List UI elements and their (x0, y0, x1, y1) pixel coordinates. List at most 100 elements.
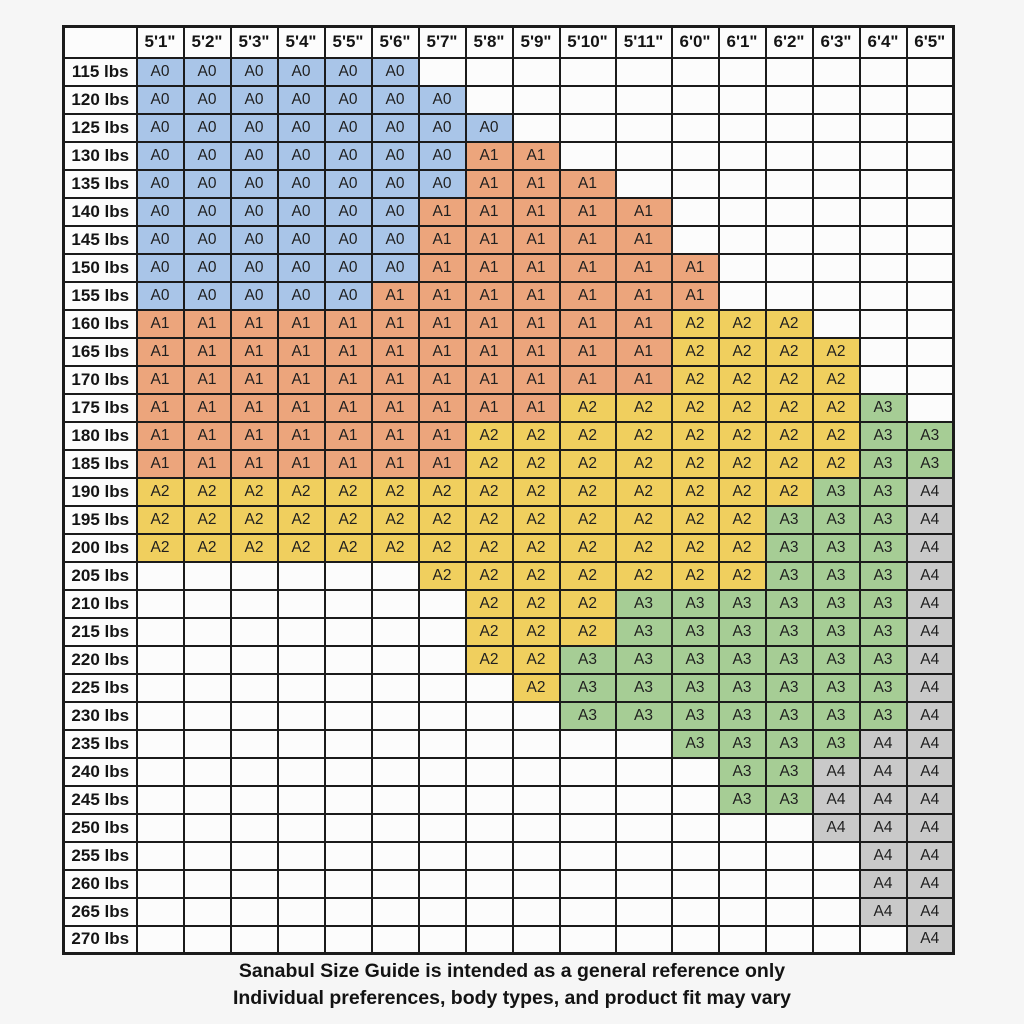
size-cell: A1 (417, 336, 467, 367)
empty-cell (905, 280, 955, 311)
empty-cell (717, 924, 767, 955)
size-cell: A3 (614, 700, 673, 731)
empty-cell (511, 56, 561, 87)
size-cell: A3 (764, 532, 814, 563)
size-cell: A2 (182, 504, 232, 535)
size-cell: A2 (417, 560, 467, 591)
empty-cell (905, 308, 955, 339)
size-cell: A1 (276, 420, 326, 451)
size-cell: A3 (811, 560, 861, 591)
height-header: 5'7" (417, 25, 467, 59)
size-cell: A3 (670, 616, 720, 647)
size-cell: A1 (614, 308, 673, 339)
size-cell: A3 (558, 644, 617, 675)
empty-cell (323, 700, 373, 731)
empty-cell (811, 112, 861, 143)
empty-cell (182, 924, 232, 955)
size-cell: A1 (135, 336, 185, 367)
size-cell: A2 (764, 420, 814, 451)
empty-cell (614, 924, 673, 955)
size-cell: A1 (323, 364, 373, 395)
size-guide-table: 5'1" 5'2" 5'3" 5'4" 5'5" 5'6" 5'7" 5'8" 5'9" 5'10… (62, 25, 955, 955)
size-cell: A2 (558, 420, 617, 451)
empty-cell (511, 896, 561, 927)
empty-cell (614, 168, 673, 199)
size-cell: A2 (717, 308, 767, 339)
size-cell: A2 (370, 532, 420, 563)
size-cell: A3 (811, 700, 861, 731)
size-cell: A1 (558, 224, 617, 255)
size-cell: A1 (558, 196, 617, 227)
height-header: 5'4" (276, 25, 326, 59)
size-cell: A1 (417, 196, 467, 227)
weight-label: 235 lbs (62, 728, 138, 759)
empty-cell (717, 252, 767, 283)
size-cell: A3 (614, 616, 673, 647)
size-cell: A3 (764, 504, 814, 535)
header-row: 5'1" 5'2" 5'3" 5'4" 5'5" 5'6" 5'7" 5'8" 5'9" 5'10… (62, 25, 955, 59)
size-cell: A2 (717, 420, 767, 451)
empty-cell (417, 700, 467, 731)
empty-cell (370, 868, 420, 899)
empty-cell (764, 224, 814, 255)
size-cell: A0 (323, 224, 373, 255)
size-cell: A0 (182, 84, 232, 115)
size-cell: A1 (614, 280, 673, 311)
size-cell: A0 (135, 280, 185, 311)
table-row: 120 lbs A0 A0 A0 A0 A0 A0 A0 (62, 84, 955, 115)
size-cell: A1 (323, 392, 373, 423)
empty-cell (229, 560, 279, 591)
size-cell: A3 (811, 532, 861, 563)
size-cell: A1 (229, 308, 279, 339)
empty-cell (276, 868, 326, 899)
size-cell: A2 (511, 448, 561, 479)
empty-cell (417, 784, 467, 815)
size-cell: A1 (370, 336, 420, 367)
empty-cell (858, 252, 908, 283)
size-cell: A0 (276, 56, 326, 87)
size-cell: A1 (464, 280, 514, 311)
empty-cell (858, 112, 908, 143)
weight-label: 160 lbs (62, 308, 138, 339)
size-cell: A4 (905, 476, 955, 507)
size-cell: A3 (764, 672, 814, 703)
size-cell: A2 (717, 336, 767, 367)
size-cell: A0 (229, 56, 279, 87)
empty-cell (464, 896, 514, 927)
empty-cell (229, 672, 279, 703)
empty-cell (464, 924, 514, 955)
size-cell: A1 (558, 364, 617, 395)
empty-cell (905, 112, 955, 143)
size-cell: A2 (464, 448, 514, 479)
empty-cell (417, 924, 467, 955)
size-cell: A0 (370, 56, 420, 87)
size-cell: A3 (558, 672, 617, 703)
size-cell: A0 (135, 196, 185, 227)
size-cell: A2 (182, 476, 232, 507)
size-cell: A3 (858, 420, 908, 451)
empty-cell (182, 840, 232, 871)
size-cell: A4 (905, 812, 955, 843)
empty-cell (417, 728, 467, 759)
size-cell: A3 (764, 644, 814, 675)
empty-cell (614, 84, 673, 115)
empty-cell (511, 728, 561, 759)
empty-cell (182, 644, 232, 675)
table-row: 220 lbs A2 A2 A3 A3 A3 A3 A3 A3 A3 A4 (62, 644, 955, 675)
empty-cell (135, 868, 185, 899)
empty-cell (717, 868, 767, 899)
size-cell: A2 (614, 392, 673, 423)
size-cell: A1 (464, 308, 514, 339)
size-cell: A4 (905, 532, 955, 563)
empty-cell (370, 616, 420, 647)
empty-cell (858, 308, 908, 339)
size-cell: A1 (464, 252, 514, 283)
size-cell: A1 (511, 280, 561, 311)
empty-cell (558, 56, 617, 87)
size-cell: A4 (858, 896, 908, 927)
height-header: 5'9" (511, 25, 561, 59)
empty-cell (614, 112, 673, 143)
empty-cell (276, 728, 326, 759)
empty-cell (464, 756, 514, 787)
